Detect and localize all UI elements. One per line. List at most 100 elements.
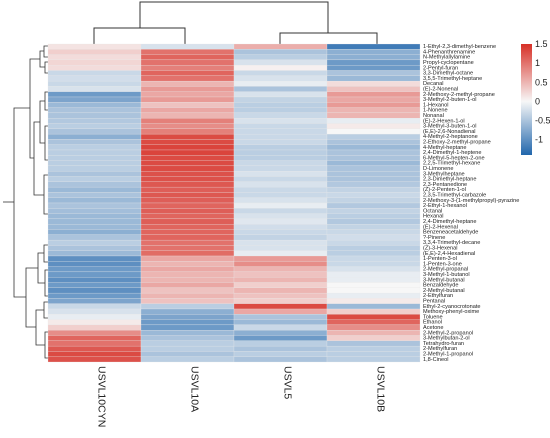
heatmap-cell [326,186,421,193]
heatmap-cell [47,245,142,251]
heatmap-cell [233,224,328,230]
heatmap-cell [326,75,421,82]
heatmap-cell [140,277,235,283]
heatmap-cell [233,96,328,103]
heatmap-cell [233,303,328,310]
heatmap-cell [47,292,142,299]
heatmap-cell [233,314,328,320]
heatmap-cell [140,282,235,288]
heatmap-cell [47,155,142,161]
heatmap-cell [47,330,142,336]
heatmap-cell [140,229,235,235]
heatmap-cell [233,155,328,161]
colorbar: 1.5 1 0.5 0 -0.5 -1 [521,39,550,155]
heatmap-cell [47,176,142,182]
heatmap-cell [140,49,235,55]
row-label: 6-Methyl-5-hepten-2-one [423,155,485,161]
row-label: N-Methylallylamine [423,55,470,61]
heatmap-cell [47,324,142,331]
heatmap-cell [233,335,328,341]
heatmap-cell [47,186,142,193]
heatmap-cell [233,186,328,193]
heatmap-cell [326,340,421,347]
heatmap-cell [233,144,328,151]
heatmap-cell [47,282,142,288]
heatmap-cell [140,287,235,294]
heatmap-cell [47,213,142,220]
heatmap-cell [140,181,235,188]
heatmap-cell [47,70,142,76]
heatmap-cell [47,351,142,357]
row-label: Octanal [423,208,442,214]
heatmap-cell [326,303,421,310]
heatmap-cell [326,330,421,336]
heatmap-cell [47,255,142,262]
heatmap-cell [326,165,421,172]
heatmap-cell [140,171,235,177]
heatmap-cell [233,277,328,283]
row-label: 2,4-Dimethyl-heptane [423,219,476,225]
row-dendrogram [3,45,48,359]
heatmap-cell [326,255,421,262]
heatmap-cell [47,96,142,103]
heatmap-cell [326,208,421,214]
row-label: (E,E)-2,4-Hexadienal [423,251,475,257]
heatmap-cell [47,261,142,267]
heatmap-cell [233,91,328,98]
row-label: 2-Methoxy-2-methyl-propane [423,92,495,98]
row-label: Hexanal [423,214,444,220]
heatmap-cell [233,345,328,352]
heatmap-cell [47,75,142,82]
colorbar-tick-label: 0 [535,96,540,106]
heatmap-cell [140,351,235,357]
heatmap-cell [326,356,421,363]
heatmap-cell [326,118,421,124]
row-label: 1-Nonene [423,108,448,114]
heatmap-cell [140,176,235,182]
heatmap-cell [233,245,328,251]
row-label: 2-Methyl-butanal [423,288,465,294]
colorbar-tick-label: -1 [535,135,543,145]
heatmap-cell [233,282,328,288]
heatmap-cell [140,213,235,220]
heatmap-cell [326,324,421,331]
heatmap-cell [326,298,421,304]
heatmap-cell [233,133,328,140]
heatmap-cell [47,54,142,61]
heatmap-cell [233,65,328,71]
heatmap-cell [326,261,421,267]
column-label: USVL5 [282,366,294,399]
heatmap-cell [326,80,421,87]
heatmap-cell [47,107,142,114]
row-label: Toluene [423,314,443,320]
heatmap-cell [47,356,142,363]
heatmap-cell [47,266,142,273]
row-label: Tetrahydro-furan [423,341,464,347]
heatmap-cell [140,133,235,140]
heatmap-cells [47,43,421,363]
heatmap-cell [47,171,142,177]
heatmap-cell [47,319,142,326]
heatmap-cell [233,261,328,267]
heatmap-cell [326,282,421,288]
row-label: 1-Penten-3-ol [423,256,457,262]
heatmap-cell [140,86,235,92]
heatmap-cell [233,319,328,326]
row-label: 4-Methyl-2-heptanone [423,134,478,140]
heatmap-cell [140,340,235,347]
heatmap-cell [140,65,235,71]
heatmap-cell [326,144,421,151]
row-label: Nonanal [423,113,444,119]
row-label: 3-Methyl-butanal [423,277,465,283]
heatmap-cell [326,96,421,103]
heatmap-cell [233,340,328,347]
heatmap-cell [47,218,142,225]
row-label: 3-Methyl-2-buten-1-ol [423,97,476,103]
heatmap-cell [326,345,421,352]
row-labels: 1-Ethyl-2,3-dimethyl-benzene4-Phenanthre… [423,44,519,363]
heatmap-cell [233,80,328,87]
heatmap-cell [233,149,328,156]
heatmap-cell [233,197,328,204]
heatmap-cell [326,123,421,129]
